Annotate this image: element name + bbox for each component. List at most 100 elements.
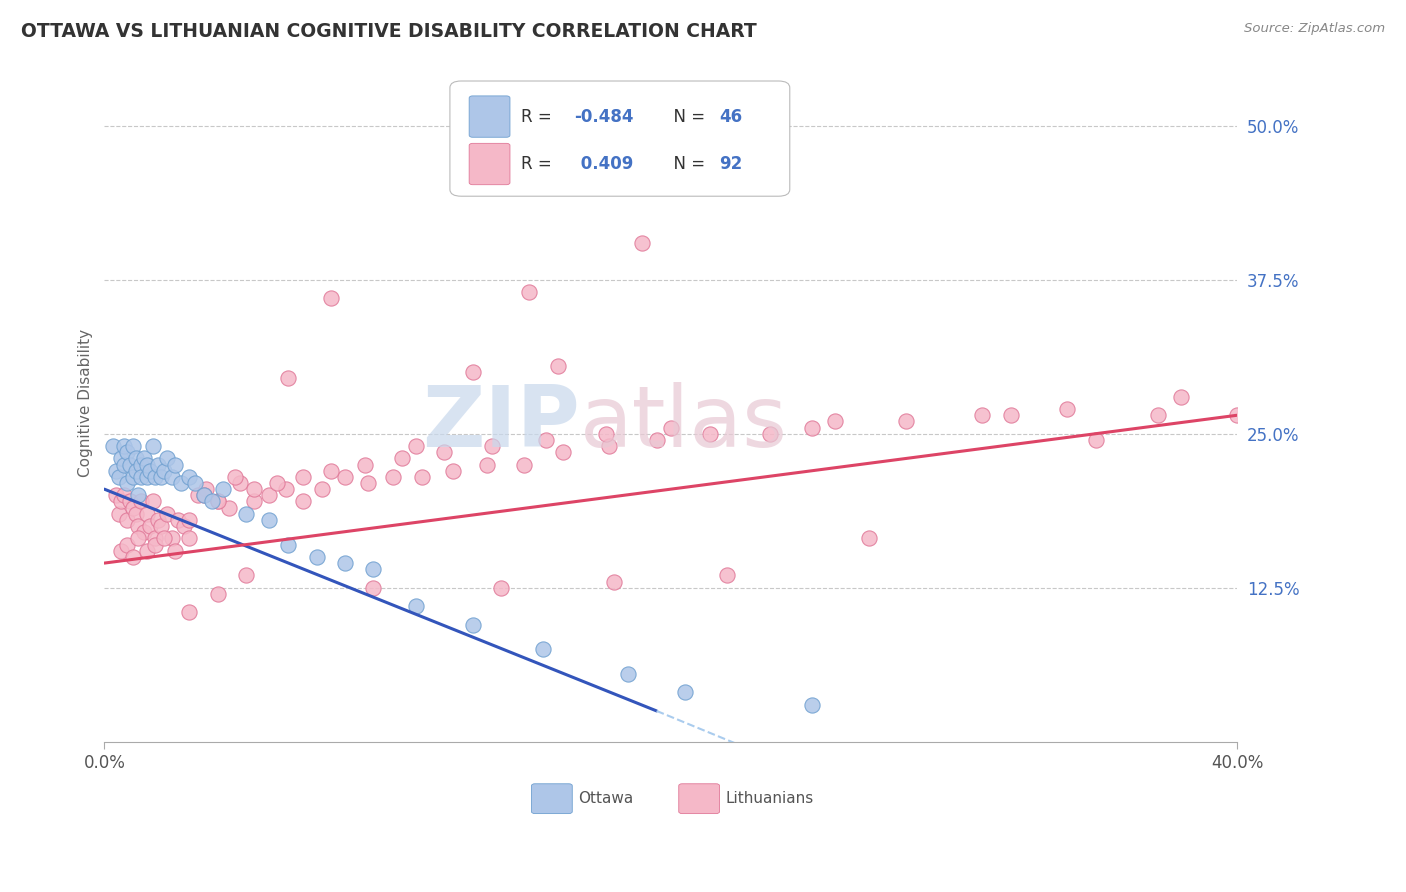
Point	[135, 507, 157, 521]
Point	[150, 470, 173, 484]
Point	[257, 488, 280, 502]
Point	[319, 291, 342, 305]
Point	[534, 433, 557, 447]
Point	[115, 538, 138, 552]
Point	[759, 426, 782, 441]
FancyBboxPatch shape	[470, 144, 510, 185]
Point	[179, 532, 201, 546]
Point	[824, 414, 846, 428]
Point	[132, 525, 155, 540]
Text: R =: R =	[522, 155, 557, 173]
Point	[553, 445, 575, 459]
FancyBboxPatch shape	[450, 81, 790, 196]
Point	[1000, 409, 1022, 423]
Point	[277, 371, 299, 385]
Point	[617, 667, 640, 681]
Point	[481, 439, 503, 453]
Point	[1147, 409, 1170, 423]
Point	[291, 470, 314, 484]
Point	[212, 482, 235, 496]
Point	[305, 549, 328, 564]
Point	[333, 556, 356, 570]
Point	[162, 470, 184, 484]
Point	[207, 587, 229, 601]
Point	[143, 470, 166, 484]
Text: atlas: atlas	[581, 382, 789, 465]
Point	[148, 458, 170, 472]
Point	[699, 426, 721, 441]
Y-axis label: Cognitive Disability: Cognitive Disability	[79, 329, 93, 477]
Point	[391, 451, 413, 466]
Point	[135, 470, 157, 484]
Point	[127, 519, 149, 533]
Point	[193, 488, 215, 502]
Point	[461, 617, 484, 632]
Point	[319, 464, 342, 478]
Point	[127, 488, 149, 502]
Point	[167, 513, 190, 527]
Text: Source: ZipAtlas.com: Source: ZipAtlas.com	[1244, 22, 1385, 36]
Text: OTTAWA VS LITHUANIAN COGNITIVE DISABILITY CORRELATION CHART: OTTAWA VS LITHUANIAN COGNITIVE DISABILIT…	[21, 22, 756, 41]
Point	[716, 568, 738, 582]
Point	[243, 494, 266, 508]
Point	[138, 519, 160, 533]
Point	[107, 507, 129, 521]
Point	[141, 439, 163, 453]
Point	[595, 426, 617, 441]
Text: 92: 92	[720, 155, 742, 173]
Point	[170, 475, 193, 490]
Point	[132, 451, 155, 466]
Point	[121, 500, 143, 515]
Point	[179, 606, 201, 620]
Point	[127, 532, 149, 546]
Point	[112, 439, 135, 453]
Point	[184, 475, 207, 490]
Point	[138, 464, 160, 478]
Point	[1170, 390, 1192, 404]
Point	[201, 494, 224, 508]
Point	[101, 439, 124, 453]
Point	[354, 458, 377, 472]
Text: Ottawa: Ottawa	[578, 791, 633, 806]
Point	[110, 451, 132, 466]
Point	[153, 532, 176, 546]
Text: 46: 46	[720, 108, 742, 126]
Point	[124, 451, 146, 466]
Point	[1226, 409, 1249, 423]
Point	[150, 519, 173, 533]
Point	[858, 532, 880, 546]
Text: N =: N =	[662, 155, 710, 173]
Point	[257, 513, 280, 527]
Point	[405, 439, 427, 453]
Point	[129, 494, 152, 508]
Point	[801, 698, 824, 712]
Point	[143, 538, 166, 552]
Point	[124, 507, 146, 521]
Point	[357, 475, 380, 490]
Point	[129, 470, 152, 484]
Point	[107, 470, 129, 484]
Point	[645, 433, 668, 447]
Text: 0.409: 0.409	[575, 155, 633, 173]
Point	[156, 507, 179, 521]
Point	[156, 451, 179, 466]
FancyBboxPatch shape	[679, 784, 720, 814]
Point	[631, 235, 654, 250]
Point	[135, 543, 157, 558]
Point	[112, 488, 135, 502]
Point	[1084, 433, 1107, 447]
Point	[121, 549, 143, 564]
Point	[179, 513, 201, 527]
Point	[405, 599, 427, 614]
Point	[291, 494, 314, 508]
Point	[153, 464, 176, 478]
Point	[115, 475, 138, 490]
Point	[110, 494, 132, 508]
Point	[461, 365, 484, 379]
Point	[193, 488, 215, 502]
Point	[531, 642, 554, 657]
Point	[972, 409, 994, 423]
Point	[104, 464, 127, 478]
Point	[121, 470, 143, 484]
Point	[673, 685, 696, 699]
